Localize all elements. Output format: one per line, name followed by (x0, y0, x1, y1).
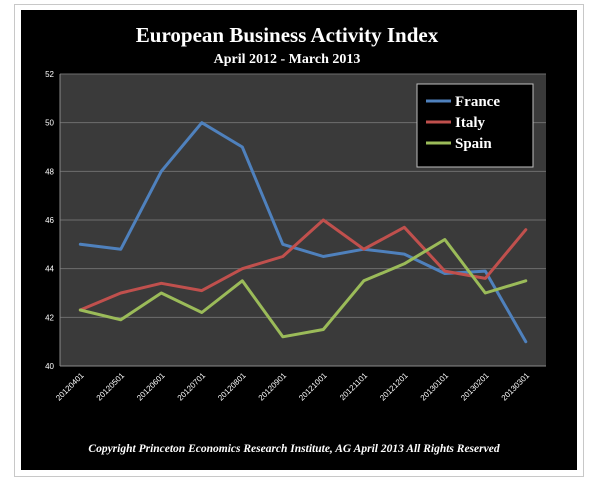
x-tick-label: 20120401 (54, 371, 86, 403)
y-tick-label: 44 (45, 265, 54, 274)
y-axis-ticks: 40 42 44 46 48 50 52 (45, 70, 54, 371)
x-tick-label: 20130201 (459, 371, 491, 403)
chart-panel: European Business Activity Index April 2… (21, 10, 577, 470)
legend-label-france: France (455, 94, 500, 110)
legend-label-italy: Italy (455, 115, 486, 131)
x-tick-label: 20130101 (419, 371, 451, 403)
legend: France Italy Spain (416, 83, 534, 168)
y-tick-label: 50 (45, 119, 54, 128)
x-tick-label: 20120501 (95, 371, 127, 403)
y-tick-label: 42 (45, 313, 54, 322)
x-tick-label: 20121001 (297, 371, 329, 403)
legend-label-spain: Spain (455, 136, 492, 152)
series-lines (78, 121, 528, 344)
chart-title: European Business Activity Index (136, 23, 439, 47)
x-tick-label: 20120801 (216, 371, 248, 403)
x-tick-label: 20120601 (135, 371, 167, 403)
copyright-footer: Copyright Princeton Economics Research I… (88, 443, 499, 455)
y-tick-label: 40 (45, 362, 54, 371)
y-tick-label: 52 (45, 70, 54, 79)
x-tick-label: 20121201 (378, 371, 410, 403)
series-line-spain (78, 238, 528, 339)
legend-box (416, 83, 534, 168)
line-chart: European Business Activity Index April 2… (45, 23, 546, 455)
y-tick-label: 46 (45, 216, 54, 225)
series-line-italy (78, 218, 528, 312)
x-axis-ticks: 20120401 20120501 20120601 20120701 20120801… (54, 371, 531, 403)
x-tick-label: 20121101 (338, 371, 370, 403)
x-tick-label: 20120901 (257, 371, 289, 403)
x-tick-label: 20120701 (176, 371, 208, 403)
x-tick-label: 20130301 (500, 371, 532, 403)
y-tick-label: 48 (45, 167, 54, 176)
chart-subtitle: April 2012 - March 2013 (214, 52, 361, 67)
